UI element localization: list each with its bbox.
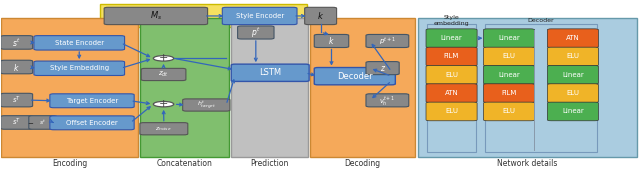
Text: Decoder: Decoder	[527, 18, 554, 23]
FancyBboxPatch shape	[547, 84, 598, 102]
FancyBboxPatch shape	[34, 61, 125, 75]
FancyBboxPatch shape	[426, 84, 477, 102]
Text: ELU: ELU	[502, 54, 516, 60]
Text: $-$: $-$	[27, 120, 35, 126]
FancyBboxPatch shape	[50, 116, 134, 130]
Text: Target Encoder: Target Encoder	[66, 98, 118, 104]
FancyBboxPatch shape	[426, 47, 477, 66]
Text: Linear: Linear	[562, 108, 584, 114]
Text: $z_{noise}$: $z_{noise}$	[156, 125, 172, 133]
Text: $M_s$: $M_s$	[150, 10, 162, 22]
FancyBboxPatch shape	[483, 65, 534, 84]
FancyBboxPatch shape	[547, 29, 598, 48]
Text: FiLM: FiLM	[501, 90, 516, 96]
Text: $p^{t+1}$: $p^{t+1}$	[379, 35, 396, 47]
FancyBboxPatch shape	[366, 94, 409, 107]
Text: Encoding: Encoding	[52, 159, 87, 168]
FancyBboxPatch shape	[305, 7, 337, 25]
Text: ATN: ATN	[566, 35, 580, 41]
FancyBboxPatch shape	[426, 102, 477, 121]
Text: State Encoder: State Encoder	[54, 40, 104, 46]
Text: ELU: ELU	[445, 108, 458, 114]
Bar	[1, 18, 138, 157]
FancyBboxPatch shape	[1, 36, 33, 49]
Text: ELU: ELU	[566, 90, 579, 96]
Text: ATN: ATN	[445, 90, 458, 96]
Circle shape	[154, 101, 173, 107]
Text: Offset Encoder: Offset Encoder	[66, 120, 118, 126]
Text: Style
embedding: Style embedding	[434, 15, 469, 26]
FancyBboxPatch shape	[222, 7, 297, 25]
FancyBboxPatch shape	[483, 47, 534, 66]
Text: Linear: Linear	[498, 72, 520, 78]
Text: Network details: Network details	[497, 159, 557, 168]
Text: FiLM: FiLM	[444, 54, 460, 60]
FancyBboxPatch shape	[366, 62, 399, 75]
Text: $z_{dt}$: $z_{dt}$	[158, 70, 169, 79]
Bar	[419, 18, 637, 157]
FancyBboxPatch shape	[547, 47, 598, 66]
Text: LSTM: LSTM	[259, 68, 281, 77]
FancyBboxPatch shape	[314, 68, 396, 85]
Text: $z$: $z$	[380, 64, 386, 73]
Text: +: +	[159, 99, 168, 109]
Text: Style Encoder: Style Encoder	[236, 13, 284, 19]
FancyBboxPatch shape	[366, 34, 409, 48]
FancyBboxPatch shape	[1, 116, 33, 129]
FancyBboxPatch shape	[104, 7, 207, 25]
Text: Linear: Linear	[441, 35, 463, 41]
FancyBboxPatch shape	[50, 94, 134, 108]
FancyBboxPatch shape	[1, 60, 33, 74]
Text: Linear: Linear	[498, 35, 520, 41]
Text: ELU: ELU	[566, 54, 579, 60]
FancyBboxPatch shape	[483, 102, 534, 121]
FancyBboxPatch shape	[483, 84, 534, 102]
Text: $s^t$: $s^t$	[39, 118, 47, 127]
FancyBboxPatch shape	[29, 116, 57, 129]
Text: $s^T$: $s^T$	[12, 94, 21, 106]
Bar	[484, 24, 597, 153]
Text: $s^t$: $s^t$	[12, 36, 21, 49]
FancyBboxPatch shape	[426, 65, 477, 84]
Bar	[428, 24, 476, 153]
FancyBboxPatch shape	[231, 64, 309, 81]
Text: +: +	[159, 53, 168, 63]
FancyBboxPatch shape	[237, 26, 274, 39]
FancyBboxPatch shape	[547, 65, 598, 84]
Text: $h^t_{target}$: $h^t_{target}$	[196, 99, 216, 111]
Bar	[231, 18, 308, 157]
Text: $k$: $k$	[328, 35, 335, 47]
Bar	[100, 4, 307, 27]
Text: $p^t$: $p^t$	[251, 25, 260, 40]
Text: ELU: ELU	[502, 108, 516, 114]
FancyBboxPatch shape	[34, 36, 125, 50]
Text: $k$: $k$	[13, 62, 20, 73]
Text: $v^{t+1}_h$: $v^{t+1}_h$	[380, 94, 396, 107]
FancyBboxPatch shape	[141, 68, 186, 81]
Text: Style Embedding: Style Embedding	[50, 65, 109, 71]
FancyBboxPatch shape	[547, 102, 598, 121]
FancyBboxPatch shape	[426, 29, 477, 48]
FancyBboxPatch shape	[1, 93, 33, 107]
Text: Prediction: Prediction	[250, 159, 289, 168]
FancyBboxPatch shape	[140, 123, 188, 135]
Text: $s^T$: $s^T$	[12, 117, 21, 128]
Text: $k$: $k$	[317, 10, 324, 21]
Text: Decoding: Decoding	[345, 159, 381, 168]
FancyBboxPatch shape	[314, 34, 349, 48]
Text: ELU: ELU	[445, 72, 458, 78]
Text: Decoder: Decoder	[337, 72, 372, 81]
Text: Linear: Linear	[562, 72, 584, 78]
FancyBboxPatch shape	[182, 99, 230, 111]
Circle shape	[154, 56, 173, 61]
Bar	[140, 18, 229, 157]
Text: Concatenation: Concatenation	[157, 159, 212, 168]
FancyBboxPatch shape	[483, 29, 534, 48]
Bar	[310, 18, 415, 157]
